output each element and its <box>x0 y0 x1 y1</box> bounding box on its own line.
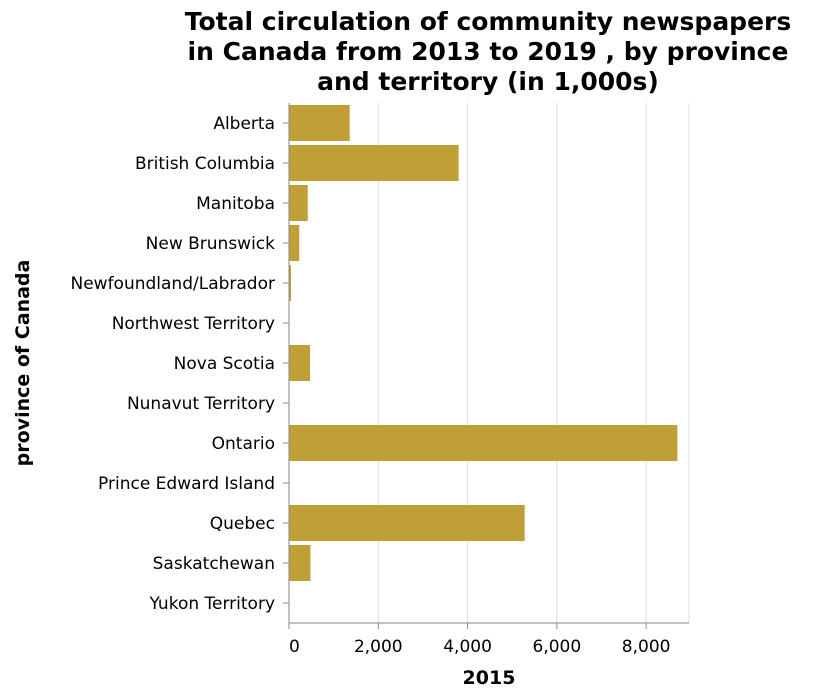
y-tick-label: New Brunswick <box>146 234 276 254</box>
chart-title-line-2: in Canada from 2013 to 2019 , by provinc… <box>188 37 789 66</box>
bars <box>289 105 678 621</box>
y-tick-label: Prince Edward Island <box>98 474 275 494</box>
x-tick-label: 8,000 <box>622 637 671 657</box>
bar <box>289 505 525 541</box>
bar <box>289 545 311 581</box>
x-tick-label: 2,000 <box>354 637 403 657</box>
y-tick-label: Alberta <box>213 114 275 134</box>
y-tick-label: Saskatchewan <box>153 554 275 574</box>
x-tick-label: 0 <box>289 637 300 657</box>
bar <box>289 225 300 261</box>
x-axis-label: 2015 <box>463 667 516 689</box>
y-tick-label: Yukon Territory <box>149 594 276 614</box>
x-axis-tick-labels: 0 2,000 4,000 6,000 8,000 <box>288 623 671 657</box>
bar <box>289 425 678 461</box>
y-tick-label: Northwest Territory <box>112 314 275 334</box>
chart-title: Total circulation of community newspaper… <box>185 7 792 96</box>
y-tick-label: Ontario <box>212 434 275 454</box>
bar <box>289 265 292 301</box>
bar <box>289 345 310 381</box>
bar <box>289 105 350 141</box>
y-axis-label: province of Canada <box>12 260 34 467</box>
x-tick-label: 4,000 <box>443 637 492 657</box>
y-tick-label: British Columbia <box>135 154 275 174</box>
bar <box>289 145 459 181</box>
y-tick-label: Quebec <box>210 514 275 534</box>
y-tick-label: Nova Scotia <box>174 354 275 374</box>
y-axis-tick-labels: Alberta British Columbia Manitoba New Bruns… <box>70 114 289 614</box>
chart-title-line-3: and territory (in 1,000s) <box>317 67 659 96</box>
bar <box>289 185 308 221</box>
x-tick-label: 6,000 <box>533 637 582 657</box>
y-tick-label: Newfoundland/Labrador <box>70 274 275 294</box>
chart-title-line-1: Total circulation of community newspaper… <box>185 7 792 36</box>
y-tick-label: Nunavut Territory <box>127 394 275 414</box>
y-tick-label: Manitoba <box>196 194 275 214</box>
